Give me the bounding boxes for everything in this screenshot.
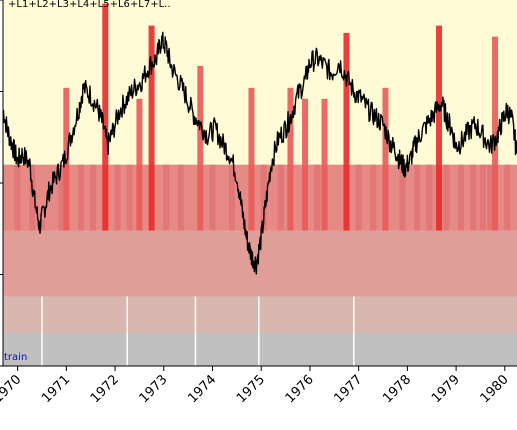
price-line-series: [2, 31, 517, 275]
spike-bar-24: [343, 32, 350, 231]
spike-bar-33: [457, 164, 464, 231]
spike-bar-1: [29, 164, 36, 231]
spike-bar-6: [90, 164, 97, 231]
spike-bar-10: [136, 98, 143, 231]
spike-bar-30: [426, 164, 433, 231]
spike-bar-21: [302, 98, 309, 231]
y-tick-marks: [0, 0, 3, 367]
spike-bar-32: [443, 164, 450, 231]
spike-bar-38: [504, 164, 511, 231]
spike-bar-18: [260, 164, 267, 231]
train-band-label: train: [4, 352, 27, 363]
spike-bar-19: [277, 164, 284, 231]
spike-bar-36: [487, 164, 494, 231]
spike-bar-37: [492, 36, 499, 231]
spike-bar-13: [177, 164, 184, 231]
train-band: [3, 296, 517, 366]
spike-bar-17: [248, 87, 255, 231]
spike-bar-7: [102, 3, 109, 231]
train-band-rect: [3, 333, 517, 366]
spike-bar-25: [355, 164, 362, 231]
spike-bar-5: [77, 164, 84, 231]
spike-bar-22: [314, 164, 321, 231]
spike-bar-11: [148, 25, 155, 231]
spike-bar-2: [38, 219, 45, 231]
spike-bar-28: [399, 164, 406, 231]
spike-bar-16: [228, 164, 235, 231]
series-line: [2, 31, 517, 275]
spike-bar-29: [414, 164, 421, 231]
spike-bar-8: [114, 164, 121, 231]
spike-bar-31: [436, 25, 443, 231]
spike-bar-27: [382, 87, 389, 231]
spike-bar-9: [126, 164, 133, 231]
spike-bar-0: [14, 164, 21, 231]
spike-bar-3: [58, 164, 65, 231]
spike-bar-35: [479, 164, 486, 231]
chart-title: +L1+L2+L3+L4+L5+L6+L7+L..: [8, 0, 171, 10]
spike-bar-14: [197, 65, 204, 231]
spike-bar-12: [163, 164, 170, 231]
spike-bar-26: [370, 164, 377, 231]
spike-bar-34: [470, 164, 477, 231]
spike-bar-20: [287, 87, 294, 231]
spike-bar-15: [209, 164, 216, 231]
spike-bar-4: [63, 87, 70, 231]
spike-bar-23: [321, 98, 328, 231]
